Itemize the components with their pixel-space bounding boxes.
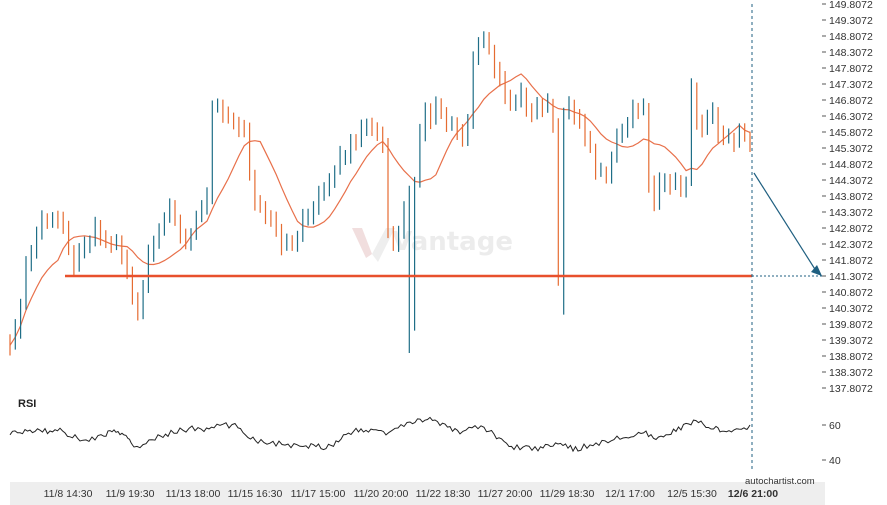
price-tick-label: 145.3072 <box>829 143 873 155</box>
forecast-layer <box>751 4 822 470</box>
time-tick-label: 11/17 15:00 <box>291 488 346 500</box>
price-tick-label: 139.3072 <box>829 335 873 347</box>
rsi-tick-label: 60 <box>829 420 841 432</box>
price-tick-label: 142.3072 <box>829 239 873 251</box>
price-tick-label: 148.8072 <box>829 31 873 43</box>
time-tick-label: 11/20 20:00 <box>354 488 409 500</box>
time-tick-label: 11/13 18:00 <box>166 488 221 500</box>
watermark-text: Vantage <box>392 227 513 257</box>
price-tick-label: 138.8072 <box>829 351 873 363</box>
price-axis: 149.8072 149.3072 148.8072 148.3072 147.8072… <box>822 0 873 395</box>
moving-average-line <box>9 73 751 346</box>
time-tick-label: 11/8 14:30 <box>44 488 93 500</box>
time-axis: 11/8 14:30 11/9 19:30 11/13 18:00 11/15 16:… <box>10 482 825 505</box>
time-tick-label: 11/27 20:00 <box>478 488 533 500</box>
price-tick-label: 147.8072 <box>829 63 873 75</box>
time-tick-label: 12/5 15:30 <box>667 488 717 500</box>
rsi-tick-label: 40 <box>829 455 841 467</box>
forecast-arrow-line <box>753 172 819 275</box>
price-tick-label: 140.8072 <box>829 287 873 299</box>
time-tick-label: 11/22 18:30 <box>416 488 471 500</box>
rsi-panel: RSI 60 40 <box>9 398 841 467</box>
price-tick-label: 140.3072 <box>829 303 873 315</box>
price-tick-label: 148.3072 <box>829 47 873 59</box>
price-tick-label: 143.8072 <box>829 191 873 203</box>
price-tick-label: 146.8072 <box>829 95 873 107</box>
price-tick-label: 139.8072 <box>829 319 873 331</box>
price-tick-label: 137.8072 <box>829 383 873 395</box>
rsi-line <box>9 416 751 453</box>
time-tick-label: 11/15 16:30 <box>228 488 283 500</box>
time-tick-label: 11/29 18:30 <box>540 488 595 500</box>
forecast-arrow-head <box>811 265 822 276</box>
price-tick-label: 147.3072 <box>829 79 873 91</box>
price-tick-label: 141.3072 <box>829 271 873 283</box>
price-tick-label: 145.8072 <box>829 127 873 139</box>
moving-average-layer <box>9 73 751 346</box>
price-tick-label: 142.8072 <box>829 223 873 235</box>
price-tick-label: 144.3072 <box>829 175 873 187</box>
price-tick-label: 143.3072 <box>829 207 873 219</box>
price-tick-label: 141.8072 <box>829 255 873 267</box>
price-tick-label: 149.3072 <box>829 15 873 27</box>
price-tick-label: 149.8072 <box>829 0 873 11</box>
time-tick-label: 11/9 19:30 <box>106 488 155 500</box>
time-axis-band <box>10 482 825 505</box>
time-tick-label: 12/1 17:00 <box>605 488 655 500</box>
brand-label: autochartist.com <box>745 476 815 487</box>
candles-layer <box>9 31 751 356</box>
price-tick-label: 144.8072 <box>829 159 873 171</box>
price-tick-label: 146.3072 <box>829 111 873 123</box>
vantage-watermark: Vantage <box>352 227 513 262</box>
price-tick-label: 138.3072 <box>829 367 873 379</box>
rsi-title: RSI <box>18 398 36 410</box>
time-tick-label: 12/6 21:00 <box>728 488 778 500</box>
